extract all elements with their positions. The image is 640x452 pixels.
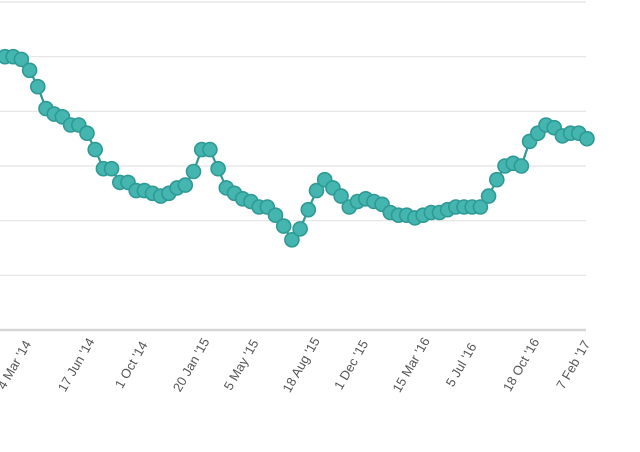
x-tick-label: 5 May '15 [221, 337, 262, 393]
data-point[interactable] [579, 130, 595, 147]
data-point[interactable] [13, 51, 30, 68]
x-tick-label: 17 Jun '14 [55, 335, 98, 394]
data-point[interactable] [300, 201, 317, 218]
data-point[interactable] [29, 78, 46, 95]
data-point[interactable] [275, 218, 292, 234]
x-tick-label: 5 Jul '16 [443, 340, 480, 389]
data-point[interactable] [488, 171, 505, 188]
data-point[interactable] [202, 141, 218, 158]
data-point[interactable] [210, 160, 226, 177]
data-point[interactable] [267, 207, 284, 223]
data-point[interactable] [79, 125, 95, 141]
data-point[interactable] [292, 221, 308, 237]
x-tick-label: 15 Mar '16 [389, 335, 432, 395]
x-tick-label: 7 Feb '17 [553, 338, 593, 392]
data-point[interactable] [177, 177, 194, 193]
data-point[interactable] [185, 163, 202, 180]
data-point[interactable] [333, 188, 349, 204]
data-point[interactable] [284, 232, 300, 248]
data-point[interactable] [87, 141, 103, 158]
data-point[interactable] [21, 62, 38, 79]
x-tick-label: 18 Aug '15 [279, 335, 323, 395]
x-tick-label: 1 Dec '15 [331, 337, 371, 392]
data-point[interactable] [472, 199, 489, 215]
data-point[interactable] [480, 188, 497, 204]
x-axis-tick-labels: 4 Mar '14 17 Jun '14 1 Oct '14 20 Jan '15 5 … [0, 335, 593, 395]
data-point[interactable] [308, 182, 325, 199]
data-point[interactable] [513, 158, 530, 174]
data-points [0, 48, 595, 248]
data-point[interactable] [103, 160, 120, 177]
x-tick-label: 20 Jan '15 [170, 335, 213, 394]
x-tick-label: 18 Oct '16 [500, 336, 542, 394]
x-tick-label: 4 Mar '14 [0, 338, 34, 392]
x-tick-label: 1 Oct '14 [112, 339, 151, 391]
